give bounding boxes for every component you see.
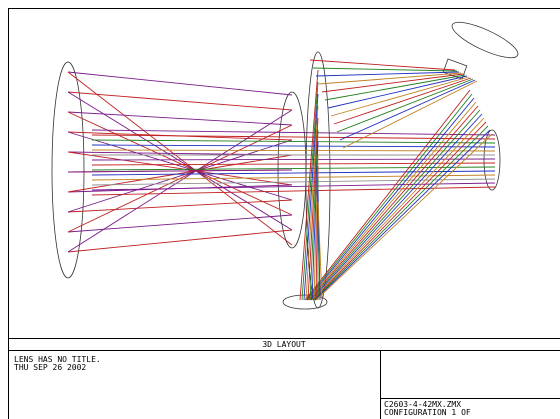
date: THU SEP 26 2002 <box>14 363 86 372</box>
layout-window: 3D LAYOUT LENS HAS NO TITLE. THU SEP 26 … <box>0 0 560 419</box>
configuration: CONFIGURATION 1 OF <box>384 408 471 417</box>
page: {"header": {"title": "3D LAYOUT"}, "info… <box>0 0 560 419</box>
layout-title: 3D LAYOUT <box>262 340 306 349</box>
